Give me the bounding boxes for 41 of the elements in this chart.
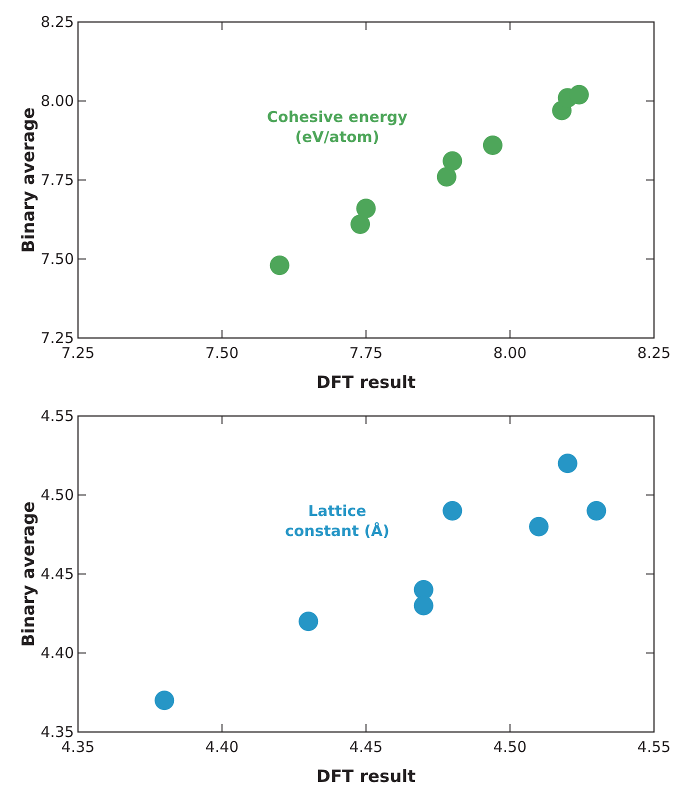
y-tick-label: 7.75: [40, 171, 74, 189]
point: [154, 690, 174, 710]
y-tick-label: 4.50: [40, 486, 74, 504]
y-axis-title: Binary average: [19, 501, 39, 647]
point: [569, 84, 589, 104]
x-tick-label: 8.25: [637, 344, 671, 362]
x-axis-title: DFT result: [316, 373, 416, 393]
x-tick-label: 4.55: [637, 738, 671, 756]
point: [436, 167, 456, 187]
y-tick-label: 4.45: [40, 565, 74, 583]
x-tick-label: 4.45: [349, 738, 383, 756]
x-tick-label: 7.25: [61, 344, 95, 362]
point: [350, 214, 370, 234]
y-axis-title: Binary average: [19, 107, 39, 253]
x-tick-label: 4.35: [61, 738, 95, 756]
point: [482, 135, 502, 155]
y-tick-label: 4.35: [40, 723, 74, 741]
point: [442, 151, 462, 171]
y-tick-label: 8.00: [40, 92, 74, 110]
point: [442, 501, 462, 521]
y-tick-label: 4.55: [40, 407, 74, 425]
point: [529, 516, 549, 536]
y-tick-label: 7.25: [40, 329, 74, 347]
text: Lattice constant (Å): [284, 502, 390, 540]
point: [270, 256, 290, 276]
y-tick-label: 8.25: [40, 13, 74, 31]
x-tick-label: 7.50: [205, 344, 239, 362]
x-tick-label: 7.75: [349, 344, 383, 362]
y-tick-label: 7.50: [40, 250, 74, 268]
point: [298, 612, 318, 632]
point: [414, 580, 434, 600]
point: [586, 501, 606, 521]
y-tick-label: 4.40: [40, 644, 74, 662]
point: [558, 454, 578, 474]
x-tick-label: 8.00: [493, 344, 527, 362]
point: [356, 198, 376, 218]
point: [414, 596, 434, 616]
x-tick-label: 4.50: [493, 738, 527, 756]
x-axis-title: DFT result: [316, 767, 416, 787]
text: Cohesive energy (eV/atom): [267, 108, 408, 146]
x-tick-label: 4.40: [205, 738, 239, 756]
